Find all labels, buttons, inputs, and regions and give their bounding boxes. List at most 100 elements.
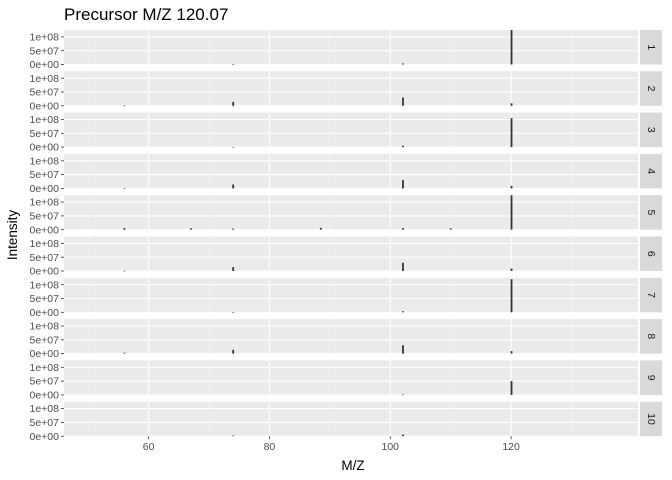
panel-background bbox=[64, 71, 638, 106]
panel-background bbox=[64, 236, 638, 271]
y-tick-label: 0e+00 bbox=[30, 142, 60, 154]
peak-bar bbox=[402, 180, 404, 189]
peak-bar bbox=[510, 103, 513, 106]
y-tick-label: 0e+00 bbox=[30, 100, 60, 112]
peak-bar bbox=[510, 195, 513, 230]
facet-strip bbox=[640, 30, 662, 65]
y-tick-label: 1e+08 bbox=[30, 155, 60, 167]
chart-title: Precursor M/Z 120.07 bbox=[64, 5, 228, 24]
peak-bar bbox=[402, 262, 404, 271]
peak-bar bbox=[232, 312, 235, 313]
facet-strip bbox=[640, 112, 662, 148]
facet-strip bbox=[640, 401, 662, 437]
panel-background bbox=[64, 112, 638, 148]
x-tick-label: 100 bbox=[382, 441, 400, 453]
y-tick-label: 0e+00 bbox=[30, 307, 60, 319]
peak-bar bbox=[232, 228, 235, 230]
peak-bar bbox=[402, 311, 404, 313]
facet-strip bbox=[640, 153, 662, 189]
facet-strip bbox=[640, 236, 662, 271]
y-tick-label: 0e+00 bbox=[30, 431, 60, 443]
facet-strip bbox=[640, 195, 662, 230]
panel-10: 0e+00 5e+07 1e+08 10 bbox=[30, 401, 662, 443]
facet-strip-label: 4 bbox=[645, 168, 657, 174]
peak-bar bbox=[510, 118, 513, 148]
peak-bar bbox=[232, 146, 235, 148]
peak-bar bbox=[123, 105, 126, 107]
panel-4: 0e+00 5e+07 1e+08 4 bbox=[30, 153, 662, 195]
y-axis-label: Intensity bbox=[5, 210, 20, 261]
peak-bar bbox=[189, 228, 192, 230]
x-tick-label: 120 bbox=[502, 441, 520, 453]
y-tick-label: 0e+00 bbox=[30, 266, 60, 278]
peak-bar bbox=[319, 227, 322, 230]
panel-background bbox=[64, 195, 638, 230]
peak-bar bbox=[123, 352, 126, 354]
facet-strip-label: 1 bbox=[645, 44, 657, 50]
peak-bar bbox=[123, 188, 126, 189]
facet-strip-label: 3 bbox=[645, 127, 657, 133]
y-tick-label: 5e+07 bbox=[30, 211, 60, 223]
panel-background bbox=[64, 319, 638, 354]
x-axis-label: M/Z bbox=[341, 458, 364, 473]
y-tick-label: 1e+08 bbox=[30, 73, 60, 85]
peak-bar bbox=[232, 267, 235, 271]
y-tick-label: 0e+00 bbox=[30, 348, 60, 360]
peak-bar bbox=[402, 145, 404, 148]
y-tick-label: 5e+07 bbox=[30, 334, 60, 346]
peak-bar bbox=[232, 435, 235, 437]
peak-bar bbox=[232, 349, 235, 354]
facet-strip bbox=[640, 71, 662, 106]
y-tick-label: 0e+00 bbox=[30, 59, 60, 71]
y-tick-label: 0e+00 bbox=[30, 390, 60, 402]
facet-strip bbox=[640, 319, 662, 354]
y-tick-label: 1e+08 bbox=[30, 197, 60, 209]
facet-strip-label: 8 bbox=[645, 333, 657, 339]
peak-bar bbox=[232, 64, 235, 65]
peak-bar bbox=[123, 228, 126, 230]
panels: 0e+005e+071e+0810e+005e+071e+0820e+005e+… bbox=[30, 30, 662, 443]
y-tick-label: 5e+07 bbox=[30, 417, 60, 429]
peak-bar bbox=[402, 63, 404, 65]
peak-bar bbox=[510, 381, 513, 395]
peak-bar bbox=[510, 30, 513, 65]
y-tick-label: 0e+00 bbox=[30, 224, 60, 236]
y-tick-label: 5e+07 bbox=[30, 169, 60, 181]
facet-strip-label: 10 bbox=[645, 413, 657, 425]
y-tick-label: 5e+07 bbox=[30, 45, 60, 57]
x-axis: 60 80 100 120 bbox=[143, 436, 520, 453]
panel-9: 0e+00 5e+07 1e+08 9 bbox=[30, 360, 662, 402]
facet-strip-label: 2 bbox=[645, 86, 657, 92]
peak-bar bbox=[402, 228, 404, 230]
facet-strip-label: 9 bbox=[645, 375, 657, 381]
peak-bar bbox=[123, 270, 126, 272]
peak-bar bbox=[402, 394, 404, 396]
y-tick-label: 1e+08 bbox=[30, 279, 60, 291]
panel-3: 0e+00 5e+07 1e+08 3 bbox=[30, 112, 662, 154]
y-tick-label: 1e+08 bbox=[30, 32, 60, 44]
y-tick-label: 5e+07 bbox=[30, 293, 60, 305]
panel-7: 0e+00 5e+07 1e+08 7 bbox=[30, 277, 662, 319]
facet-strip-label: 7 bbox=[645, 292, 657, 298]
panel-background bbox=[64, 30, 638, 65]
y-tick-label: 5e+07 bbox=[30, 128, 60, 140]
panel-background bbox=[64, 153, 638, 189]
panel-background bbox=[64, 277, 638, 313]
peak-bar bbox=[510, 279, 513, 313]
peak-bar bbox=[449, 228, 452, 230]
peak-bar bbox=[402, 97, 404, 106]
y-tick-label: 1e+08 bbox=[30, 362, 60, 374]
x-tick-label: 60 bbox=[143, 441, 155, 453]
y-tick-label: 1e+08 bbox=[30, 238, 60, 250]
y-tick-label: 5e+07 bbox=[30, 252, 60, 264]
panel-background bbox=[64, 401, 638, 437]
peak-bar bbox=[402, 434, 404, 437]
panel-6: 0e+00 5e+07 1e+08 6 bbox=[30, 236, 662, 278]
peak-bar bbox=[510, 351, 513, 354]
x-tick-label: 80 bbox=[264, 441, 276, 453]
y-tick-label: 5e+07 bbox=[30, 87, 60, 99]
